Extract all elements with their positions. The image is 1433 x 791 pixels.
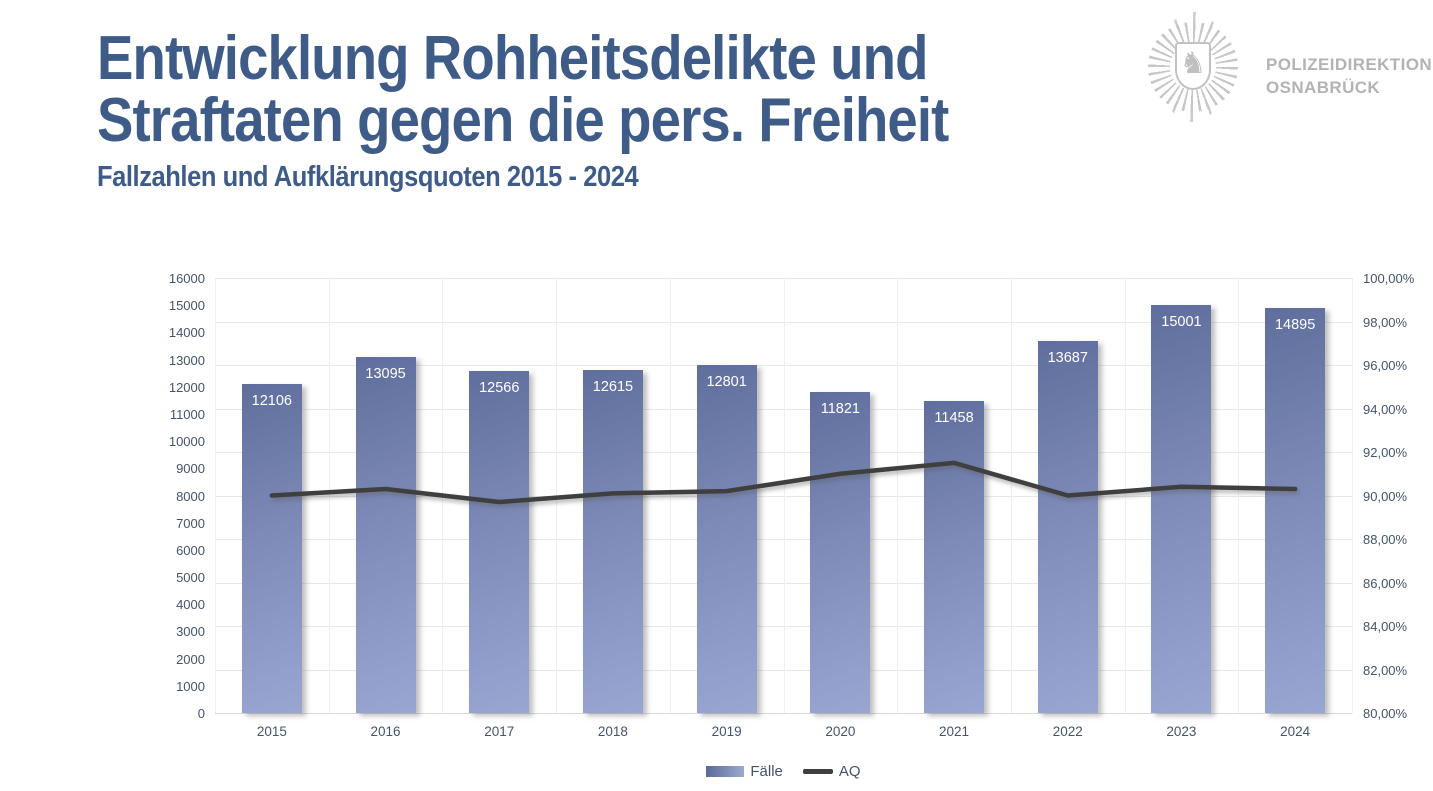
y-axis-right-tick-label: 94,00% — [1363, 401, 1408, 417]
bar-value-label: 11458 — [934, 410, 974, 427]
legend-line-label: AQ — [838, 763, 861, 780]
bar-faelle: 11458 — [924, 401, 985, 713]
y-axis-left-tick-label: 15000 — [168, 298, 205, 314]
y-axis-left-tick-label: 12000 — [168, 379, 205, 395]
bar-value-label: 12801 — [706, 373, 747, 390]
x-axis-category-label: 2021 — [939, 724, 970, 739]
x-axis-category-label: 2020 — [825, 724, 856, 739]
saxony-horse-icon: ♞ — [1179, 47, 1207, 80]
chart-gridline-vertical — [1238, 278, 1240, 713]
x-axis-category-label: 2024 — [1280, 724, 1311, 739]
bar-value-label: 12615 — [592, 379, 634, 396]
y-axis-left-tick-label: 6000 — [176, 542, 205, 558]
legend-bar-swatch-icon — [706, 766, 745, 777]
chart-gridline-vertical — [1010, 278, 1012, 713]
y-axis-right-tick-label: 86,00% — [1363, 575, 1408, 591]
page-title-line1: Entwicklung Rohheitsdelikte und — [97, 24, 928, 93]
y-axis-right-tick-label: 92,00% — [1363, 445, 1408, 460]
legend-bar-label: Fälle — [750, 763, 783, 780]
y-axis-right-tick-label: 82,00% — [1363, 662, 1408, 678]
bar-value-label: 12566 — [479, 380, 520, 397]
chart-legend: Fälle AQ — [215, 763, 1352, 780]
bar-faelle: 12615 — [582, 370, 643, 713]
y-axis-right-tick-label: 100,00% — [1363, 271, 1415, 286]
aq-line — [269, 460, 1298, 505]
y-axis-left-tick-label: 4000 — [176, 597, 205, 613]
x-axis-category-label: 2015 — [256, 724, 287, 739]
y-axis-left-tick-label: 8000 — [176, 488, 205, 504]
x-axis-category-label: 2017 — [484, 724, 515, 739]
x-axis-category-label: 2023 — [1166, 724, 1197, 739]
chart-gridline-vertical — [1352, 278, 1353, 713]
y-axis-left-tick-label: 5000 — [176, 570, 205, 586]
page-subtitle: Fallzahlen und Aufklärungsquoten 2015 - … — [97, 161, 639, 193]
y-axis-right-tick-label: 80,00% — [1363, 706, 1408, 721]
y-axis-left-tick-label: 14000 — [168, 325, 205, 341]
x-axis-category-label: 2019 — [711, 724, 742, 739]
bar-value-label: 11821 — [820, 400, 860, 417]
bar-faelle: 12106 — [241, 383, 302, 713]
bar-faelle: 15001 — [1151, 305, 1212, 713]
y-axis-left-tick-label: 3000 — [176, 624, 205, 640]
logo-wordmark: POLIZEIDIREKTION OSNABRÜCK — [1266, 53, 1432, 99]
y-axis-left-tick-label: 9000 — [176, 461, 205, 477]
chart-gridline-vertical — [328, 278, 330, 713]
bar-value-label: 13687 — [1047, 349, 1088, 366]
y-axis-left-tick-label: 10000 — [168, 434, 205, 450]
y-axis-left-tick-label: 0 — [197, 706, 205, 721]
y-axis-right-tick-label: 90,00% — [1363, 488, 1408, 504]
y-axis-right-tick-label: 84,00% — [1363, 619, 1408, 634]
bar-value-label: 12106 — [251, 392, 292, 409]
logo-org-line2: OSNABRÜCK — [1266, 78, 1381, 97]
bar-faelle: 12566 — [469, 371, 530, 713]
page-header: Entwicklung Rohheitsdelikte und Straftat… — [97, 24, 949, 194]
bar-faelle: 14895 — [1265, 308, 1326, 713]
chart-gridline-vertical — [897, 278, 899, 713]
y-axis-left-tick-label: 13000 — [168, 352, 205, 368]
bar-value-label: 14895 — [1274, 317, 1316, 334]
y-axis-right-tick-label: 96,00% — [1363, 358, 1408, 373]
chart-gridline-vertical — [1124, 278, 1126, 713]
page-title-line2: Straftaten gegen die pers. Freiheit — [97, 86, 949, 155]
legend-line-swatch-icon — [802, 769, 833, 774]
y-axis-left-tick-label: 2000 — [176, 651, 205, 667]
x-axis-category-label: 2022 — [1052, 724, 1083, 739]
bar-value-label: 15001 — [1161, 314, 1202, 331]
chart-gridline-vertical — [669, 278, 671, 713]
bar-faelle: 13687 — [1037, 340, 1098, 713]
chart-gridline-vertical — [215, 278, 216, 713]
y-axis-right-tick-label: 88,00% — [1363, 532, 1408, 547]
logo-org-line1: POLIZEIDIREKTION — [1266, 55, 1433, 74]
y-axis-left-tick-label: 1000 — [176, 678, 205, 694]
y-axis-right-tick-label: 98,00% — [1363, 314, 1408, 330]
bar-value-label: 13095 — [365, 365, 406, 382]
lower-saxony-shield-icon: ♞ — [1175, 42, 1211, 90]
y-axis-left-tick-label: 11000 — [169, 406, 205, 422]
y-axis-left-tick-label: 16000 — [168, 271, 205, 286]
y-axis-left-tick-label: 7000 — [176, 515, 205, 531]
police-star-icon: ♞ — [1144, 12, 1242, 122]
x-axis-category-label: 2016 — [370, 724, 401, 739]
bar-faelle: 12801 — [696, 364, 757, 713]
bar-faelle: 13095 — [355, 356, 416, 713]
aq-line-series — [269, 460, 1298, 505]
x-axis-category-label: 2018 — [597, 724, 628, 739]
bar-faelle: 11821 — [810, 391, 871, 713]
chart-gridline-vertical — [783, 278, 785, 713]
chart-x-axis-line — [215, 713, 1352, 714]
